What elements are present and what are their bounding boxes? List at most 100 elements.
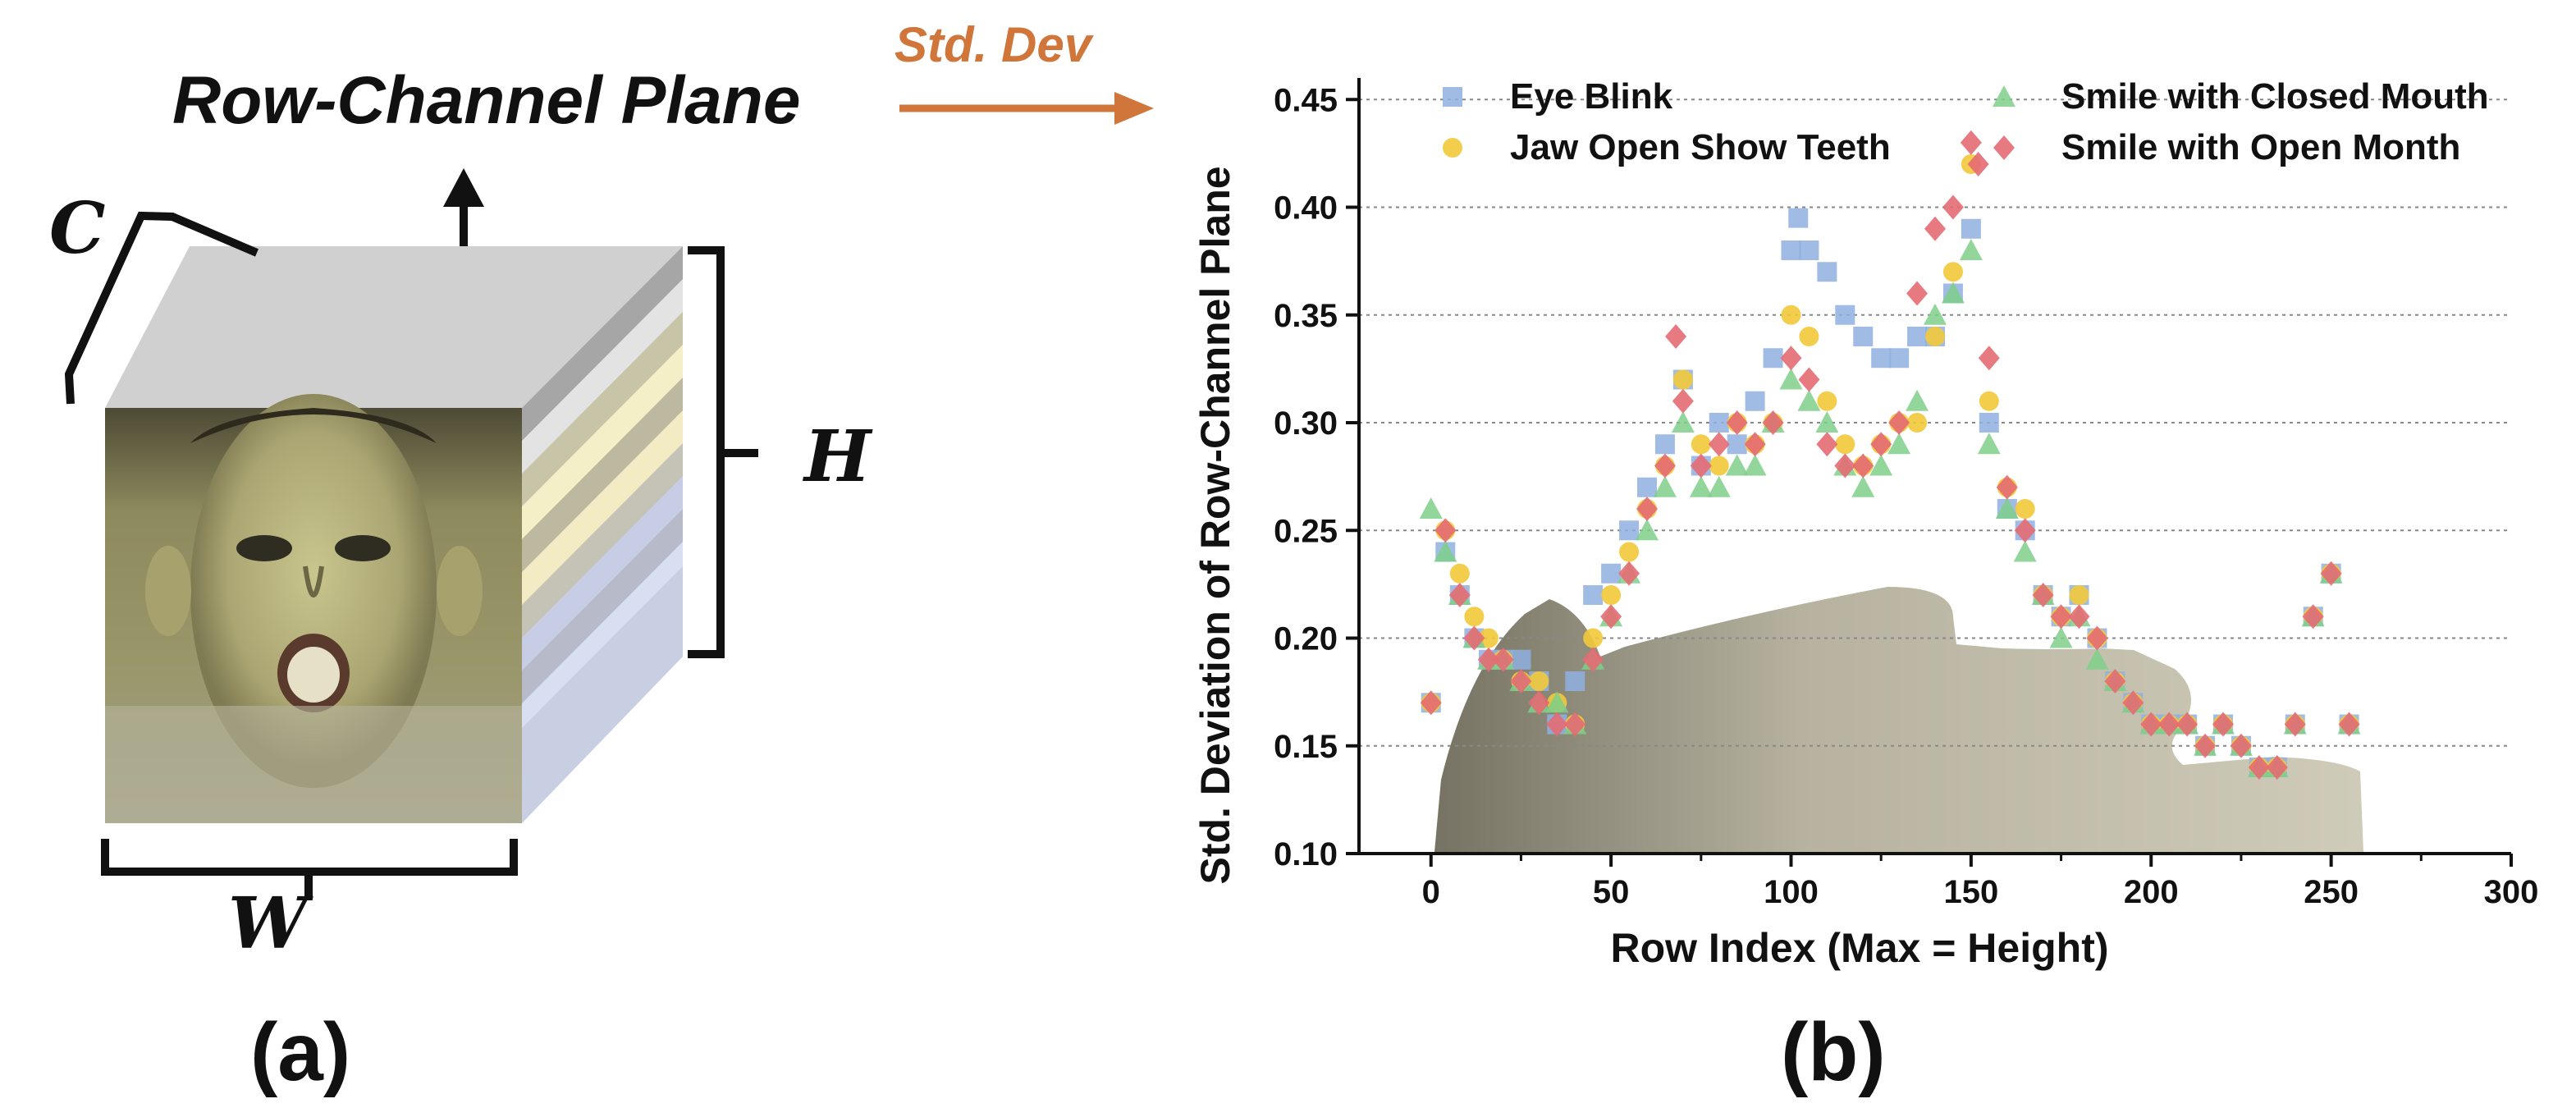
data-point — [2248, 755, 2270, 780]
right-eye — [335, 535, 391, 561]
cube-side-stripe — [522, 345, 683, 539]
y-tick-label: 0.10 — [1274, 836, 1338, 872]
row-channel-plane-title: Row-Channel Plane — [172, 63, 801, 138]
data-point — [1448, 583, 1471, 607]
data-point — [1477, 647, 1499, 672]
data-point — [1743, 454, 1767, 476]
data-point — [1434, 540, 1457, 562]
data-point — [1672, 388, 1694, 414]
tensor-cube — [105, 246, 683, 823]
data-point — [2015, 499, 2035, 519]
data-point — [1727, 434, 1747, 455]
data-point — [1691, 434, 1711, 455]
panel-b-label: (b) — [1781, 1006, 1886, 1098]
x-axis-ticks: 0 50 100 150 200 250 300 — [1422, 854, 2538, 910]
data-point — [1545, 691, 1569, 713]
data-point — [2158, 712, 2180, 737]
data-point — [1510, 669, 1532, 694]
data-point — [2194, 733, 2217, 758]
data-point — [1726, 410, 1748, 435]
data-point — [1979, 391, 1999, 411]
data-point — [2069, 585, 2089, 605]
data-point — [1906, 281, 1929, 306]
x-tick-label: 50 — [1593, 874, 1630, 910]
data-point — [2140, 712, 2162, 737]
data-point — [1709, 413, 1729, 433]
cube-side-stripe — [522, 279, 683, 474]
data-point — [1449, 563, 1470, 584]
data-point — [1960, 130, 1982, 155]
data-point — [1565, 671, 1585, 691]
data-point — [1815, 411, 1839, 433]
y-tick-label: 0.25 — [1274, 513, 1338, 549]
head-silhouette-image — [1434, 587, 2363, 852]
data-point — [1464, 607, 1485, 627]
data-point — [1636, 497, 1658, 521]
data-point — [1665, 324, 1687, 349]
data-point — [1781, 240, 1801, 260]
y-tick-label: 0.35 — [1274, 298, 1338, 334]
data-point — [1654, 434, 1675, 455]
y-axis-label: Std. Deviation of Row-Channel Plane — [1192, 166, 1238, 884]
data-point — [2049, 626, 2073, 648]
data-point — [1942, 195, 1964, 220]
teeth — [287, 647, 340, 703]
data-point — [1708, 432, 1730, 457]
data-point — [1780, 346, 1802, 371]
std-dev-arrow-label: Std. Dev — [895, 17, 1092, 72]
data-point — [2230, 733, 2252, 758]
cube-side-stripe — [522, 476, 683, 671]
data-point — [1672, 369, 1693, 390]
data-point — [1546, 712, 1568, 737]
data-point — [1528, 690, 1550, 716]
data-point — [2266, 755, 2288, 780]
data-point — [1798, 367, 1820, 392]
nose — [303, 565, 324, 597]
grid-lines — [1359, 98, 2511, 747]
cube-side-stripe — [522, 566, 683, 823]
left-ear — [145, 546, 191, 636]
data-point — [1529, 671, 1549, 691]
data-point — [1942, 262, 1963, 282]
w-symbol: W — [228, 882, 308, 965]
data-point — [2320, 561, 2342, 586]
data-point — [1851, 475, 1875, 497]
data-point — [1419, 497, 1443, 519]
data-point — [2068, 604, 2090, 630]
data-point — [1799, 327, 1819, 346]
data-point — [1582, 647, 1604, 672]
data-point — [1817, 391, 1837, 411]
std-deviation-chart: 0 50 100 150 200 250 300 0.100.150.200.250.300… — [1192, 76, 2538, 971]
face-skin — [190, 394, 437, 788]
data-point — [1779, 368, 1803, 390]
data-point — [1443, 138, 1462, 158]
w-brace — [101, 839, 518, 896]
data-point — [1781, 304, 1801, 325]
x-tick-label: 250 — [2304, 874, 2359, 910]
data-point — [2284, 712, 2306, 737]
x-tick-label: 150 — [1944, 874, 1999, 910]
cube-side-stripe — [522, 410, 683, 605]
data-point — [1993, 135, 2015, 160]
data-point — [1763, 348, 1783, 369]
data-point — [1583, 585, 1604, 605]
std-dev-arrow-head — [1114, 92, 1154, 125]
data-point — [1601, 563, 1622, 584]
legend-label: Smile with Closed Mouth — [2061, 76, 2489, 117]
data-point — [1492, 647, 1514, 672]
data-point — [1887, 433, 1911, 455]
data-point — [1797, 389, 1821, 411]
c-brace — [64, 211, 259, 405]
data-point — [1978, 346, 2000, 371]
data-point — [1907, 327, 1928, 346]
x-tick-label: 100 — [1764, 874, 1819, 910]
data-point — [1799, 240, 1819, 260]
data-point — [1835, 434, 1855, 455]
panel-a-label: (a) — [250, 1006, 351, 1098]
data-point — [1907, 413, 1928, 433]
data-point — [1463, 625, 1485, 651]
up-arrow-head — [443, 168, 484, 207]
data-point — [1601, 585, 1622, 605]
right-ear — [437, 546, 483, 636]
data-point — [2013, 540, 2037, 562]
